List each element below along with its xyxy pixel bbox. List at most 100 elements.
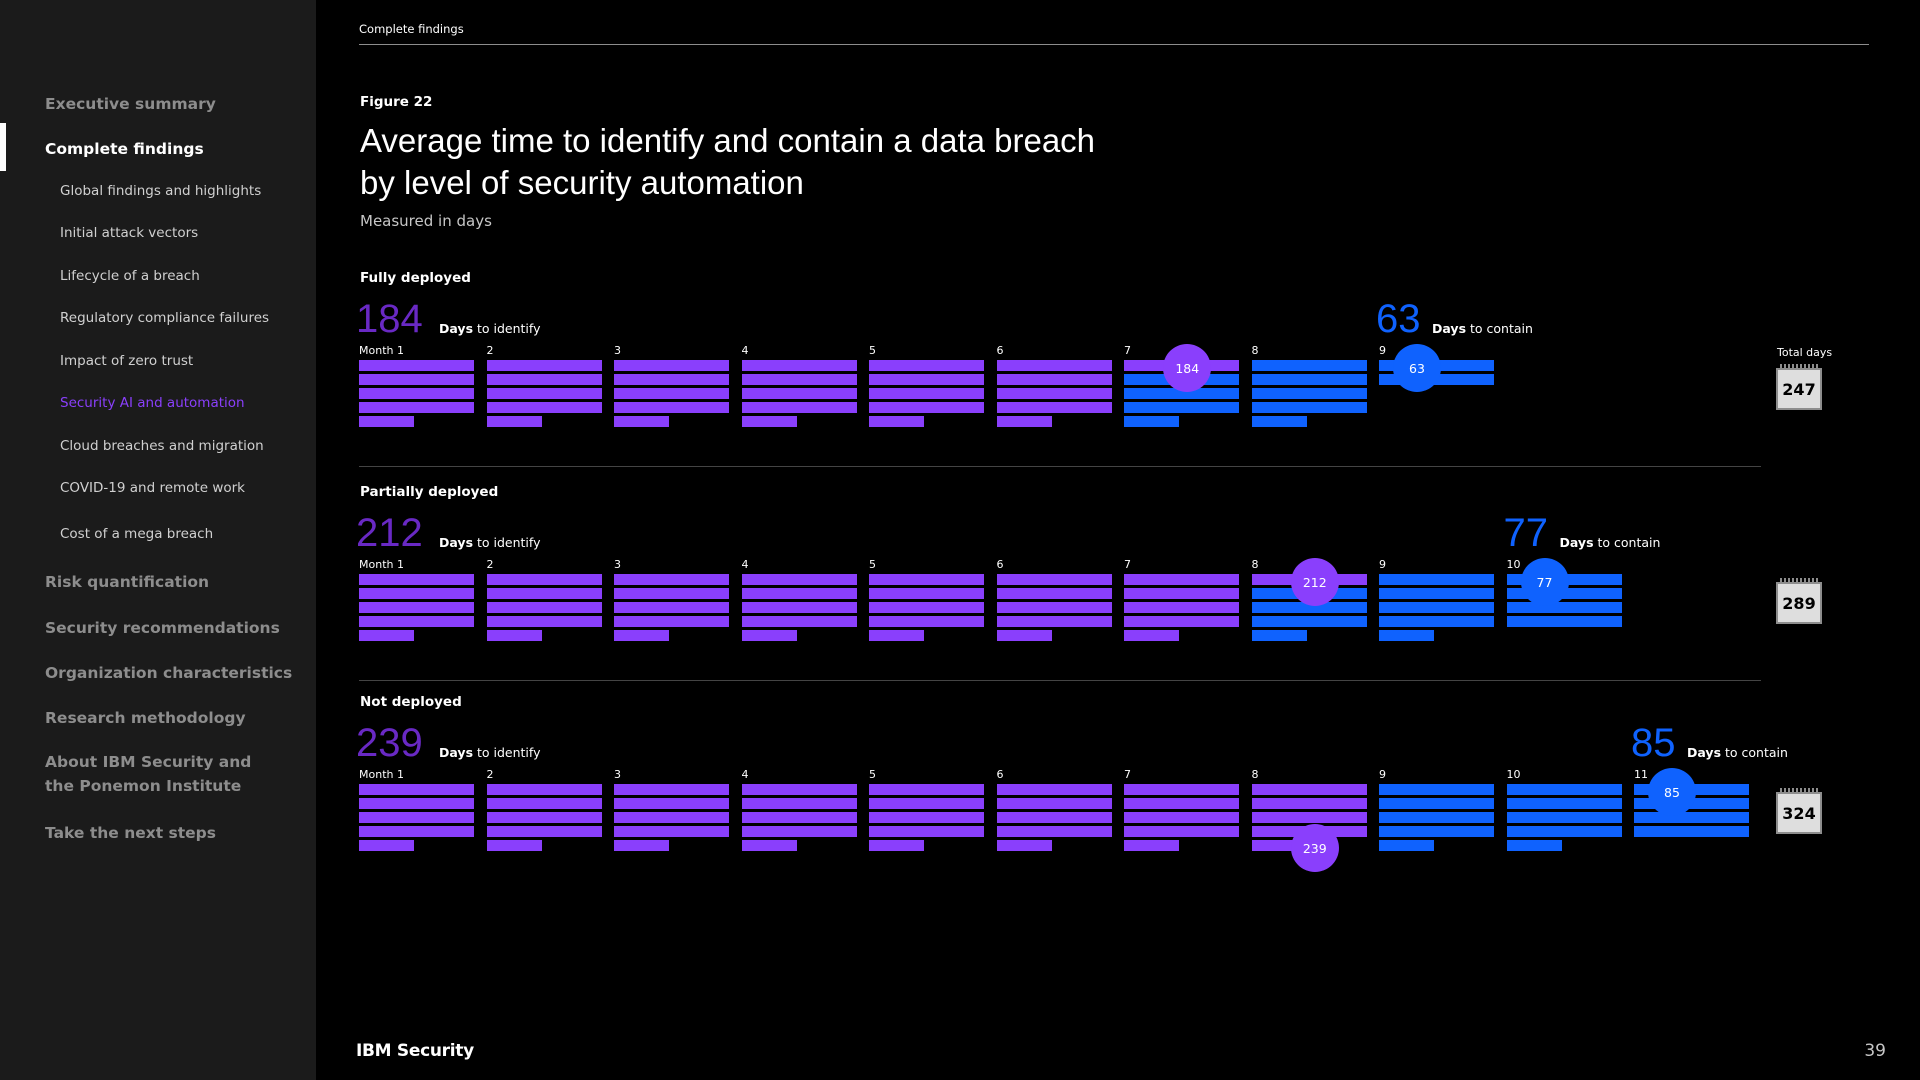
day-bar xyxy=(1124,402,1239,413)
calendar-rings xyxy=(1780,578,1818,583)
day-bar xyxy=(614,784,729,795)
month-label: 9 xyxy=(1379,558,1386,571)
day-bar xyxy=(996,826,1112,837)
sidebar-item-cost-of-a-mega-breach[interactable]: Cost of a mega breach xyxy=(60,526,214,542)
active-indicator xyxy=(0,123,6,171)
day-bar xyxy=(359,574,474,585)
day-bar xyxy=(614,588,729,599)
days-word: Days xyxy=(1559,535,1594,550)
day-bar xyxy=(741,602,857,613)
day-bar xyxy=(1379,602,1494,613)
day-bar xyxy=(1251,616,1367,627)
day-bar xyxy=(1251,840,1307,851)
day-bar xyxy=(1124,826,1239,837)
day-bar xyxy=(486,360,602,371)
day-bar xyxy=(359,784,474,795)
month-label: 2 xyxy=(486,558,494,571)
month-label: Month 1 xyxy=(359,344,404,357)
day-bar xyxy=(486,588,602,599)
day-bar xyxy=(486,784,602,795)
sidebar-item-take-the-next-steps[interactable]: Take the next steps xyxy=(45,824,217,842)
page-number: 39 xyxy=(1864,1041,1886,1061)
calendar-rings xyxy=(1780,788,1818,793)
day-bar xyxy=(614,826,729,837)
sidebar-item-initial-attack-vectors[interactable]: Initial attack vectors xyxy=(60,225,199,241)
contain-days-label: Days to contain xyxy=(1559,535,1661,550)
month-label: 4 xyxy=(741,768,749,781)
day-bar xyxy=(1379,588,1494,599)
day-bar xyxy=(1251,602,1367,613)
sidebar-item-organization-characteristics[interactable]: Organization characteristics xyxy=(45,664,293,682)
day-bar xyxy=(1251,416,1307,427)
day-bar xyxy=(741,388,857,399)
contain-marker: 77 xyxy=(1520,558,1569,606)
day-bar xyxy=(614,374,729,385)
sidebar-item-complete-findings[interactable]: Complete findings xyxy=(45,140,204,158)
day-bar xyxy=(359,588,474,599)
day-bar xyxy=(614,602,729,613)
day-bar xyxy=(996,374,1112,385)
day-bar xyxy=(741,574,857,585)
sidebar-item-security-ai-and-automation[interactable]: Security AI and automation xyxy=(60,395,245,411)
day-bar xyxy=(869,602,984,613)
row-title: Not deployed xyxy=(360,694,462,710)
sidebar-item-security-recommendations[interactable]: Security recommendations xyxy=(45,619,280,637)
identify-days-label: Days to identify xyxy=(439,745,541,760)
days-word: Days xyxy=(439,745,474,760)
month-label: 5 xyxy=(869,558,876,571)
total-days-label: Total days xyxy=(1777,346,1833,359)
total-days-value: 289 xyxy=(1782,594,1816,613)
sidebar-item-impact-of-zero-trust[interactable]: Impact of zero trust xyxy=(60,353,194,369)
day-bar xyxy=(359,616,474,627)
day-bar xyxy=(869,360,984,371)
day-bar xyxy=(1379,616,1494,627)
day-bar xyxy=(359,630,414,641)
month-label: 10 xyxy=(1506,768,1521,781)
day-bar xyxy=(486,630,542,641)
sidebar-item-cloud-breaches-and-migration[interactable]: Cloud breaches and migration xyxy=(60,438,264,454)
day-bar xyxy=(741,826,857,837)
day-bar xyxy=(996,402,1112,413)
day-bar xyxy=(996,840,1052,851)
month-label: 8 xyxy=(1251,344,1259,357)
sidebar-item-research-methodology[interactable]: Research methodology xyxy=(45,709,246,727)
sidebar-item-about-ibm-security-and-the-ponemon-institute[interactable]: About IBM Security and the Ponemon Insti… xyxy=(45,753,252,795)
sidebar-item-executive-summary[interactable]: Executive summary xyxy=(45,95,216,113)
day-bar xyxy=(869,616,984,627)
day-bar xyxy=(996,784,1112,795)
sidebar-nav: Executive summary Complete findings Global… xyxy=(0,0,316,1080)
sidebar-item-global-findings-and-highlights[interactable]: Global findings and highlights xyxy=(60,183,262,199)
sidebar-item-regulatory-compliance-failures[interactable]: Regulatory compliance failures xyxy=(60,310,270,326)
day-bar xyxy=(486,840,542,851)
day-bar xyxy=(996,588,1112,599)
day-bar xyxy=(869,588,984,599)
day-bar xyxy=(1124,840,1179,851)
month-label: 6 xyxy=(996,558,1004,571)
day-bar xyxy=(996,388,1112,399)
month-label: Month 1 xyxy=(359,558,404,571)
identify-days-label: Days to identify xyxy=(439,321,541,336)
day-bar xyxy=(1251,798,1367,809)
day-bar xyxy=(486,416,542,427)
day-bar xyxy=(359,374,474,385)
day-bar xyxy=(996,812,1112,823)
day-bar xyxy=(1379,840,1434,851)
sidebar-item-covid-19-and-remote-work[interactable]: COVID-19 and remote work xyxy=(60,480,245,496)
identify-marker: 239 xyxy=(1290,824,1339,872)
day-bar xyxy=(869,416,924,427)
day-bar xyxy=(614,388,729,399)
total-days-value: 247 xyxy=(1782,380,1816,399)
contain-days-number: 85 xyxy=(1631,721,1676,765)
month-label: 7 xyxy=(1124,558,1131,571)
day-bar xyxy=(486,826,602,837)
figure-label: Figure 22 xyxy=(360,94,433,110)
sidebar-item-lifecycle-of-a-breach[interactable]: Lifecycle of a breach xyxy=(60,268,200,284)
day-bar xyxy=(614,616,729,627)
sidebar-item-risk-quantification[interactable]: Risk quantification xyxy=(45,573,210,591)
month-label: 5 xyxy=(869,768,876,781)
day-bar xyxy=(1251,388,1367,399)
day-bar xyxy=(614,402,729,413)
day-bar xyxy=(486,602,602,613)
days-word: Days xyxy=(439,321,474,336)
day-bar xyxy=(1124,388,1239,399)
